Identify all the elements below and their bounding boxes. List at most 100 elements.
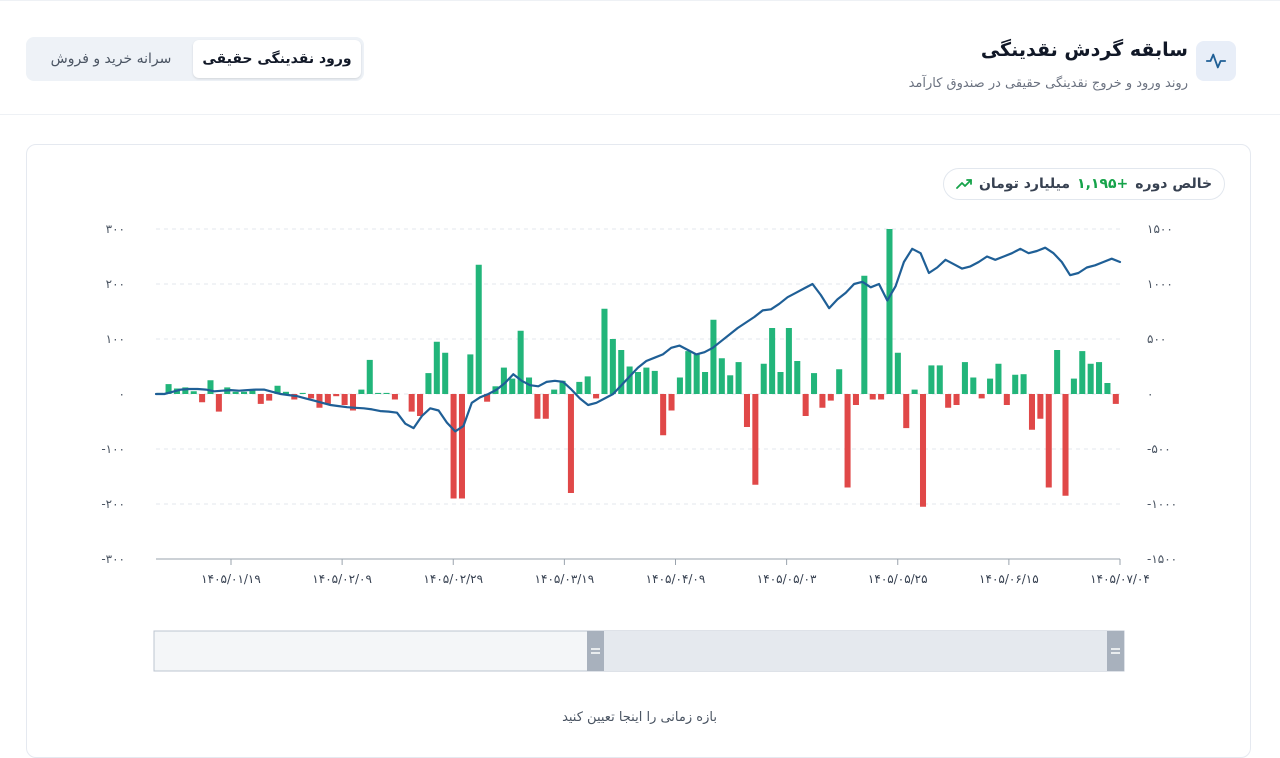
trending-up-icon [956, 179, 972, 189]
chart-bar [274, 385, 281, 394]
chart-bar [450, 394, 457, 499]
net-period-label: خالص دوره [1135, 176, 1213, 192]
chart-bar [936, 365, 943, 394]
chart-bar [710, 319, 717, 394]
y-tick-label: ۲۰۰ [106, 277, 125, 291]
chart-bar [609, 339, 616, 394]
range-handle-left[interactable] [587, 631, 604, 671]
x-tick-label: ۱۴۰۵/۰۲/۰۹ [312, 572, 372, 586]
axes: ۳۰۰ ۱۵۰۰ ۲۰۰ ۱۰۰۰ ۱۰۰ ۵۰۰ ۰ ۰ -۱۰۰ -۵۰۰ -۲۰۰ -۱۰۰۰ -… [101, 222, 1177, 586]
chart-bar [282, 391, 289, 394]
y2-tick-label: -۱۵۰۰ [1147, 552, 1177, 566]
chart-bar [735, 362, 742, 394]
line-series [154, 246, 1122, 433]
x-tick-label: ۱۴۰۵/۰۶/۱۵ [979, 572, 1039, 586]
chart-bar [702, 372, 709, 394]
chart-bar [752, 394, 759, 485]
chart-bar [945, 394, 952, 408]
net-period-value: +۱,۱۹۵ [1077, 176, 1129, 192]
x-tick-label: ۱۴۰۵/۰۵/۰۳ [757, 572, 817, 586]
view-toggle: ورود نقدینگی حقیقی سرانه خرید و فروش [26, 37, 364, 81]
chart-bar [794, 361, 801, 394]
x-tick-label: ۱۴۰۵/۰۱/۱۹ [201, 572, 261, 586]
activity-pulse-icon [1196, 41, 1236, 81]
chart-bar [240, 391, 248, 394]
tab-real-liquidity-inflow[interactable]: ورود نقدینگی حقیقی [193, 40, 361, 78]
chart-bar [1096, 362, 1103, 394]
chart-bar [802, 394, 809, 416]
chart-bar [383, 392, 390, 394]
y2-tick-label: ۰ [1147, 387, 1153, 401]
chart-bar [534, 394, 541, 419]
chart-bar [316, 394, 323, 408]
chart-bar [433, 341, 440, 394]
chart-bar [324, 394, 331, 404]
chart-bar [769, 328, 776, 394]
chart-bar [190, 391, 197, 394]
net-period-badge: خالص دوره +۱,۱۹۵ میلیارد تومان [943, 168, 1225, 200]
liquidity-chart: ۳۰۰ ۱۵۰۰ ۲۰۰ ۱۰۰۰ ۱۰۰ ۵۰۰ ۰ ۰ -۱۰۰ -۵۰۰ -۲۰۰ -۱۰۰۰ -… [101, 222, 1177, 672]
chart-bar [165, 384, 172, 394]
chart-bar [366, 359, 373, 394]
chart-bar [785, 328, 792, 394]
range-handle-right[interactable] [1107, 631, 1124, 671]
chart-bar [693, 354, 700, 394]
chart-bar [718, 358, 725, 394]
y2-tick-label: -۱۰۰۰ [1147, 497, 1177, 511]
chart-bar [1070, 378, 1077, 394]
y2-tick-label: ۱۰۰۰ [1147, 277, 1173, 291]
chart-bar [978, 394, 985, 399]
tab-per-capita-trade[interactable]: سرانه خرید و فروش [50, 51, 172, 67]
chart-bar [1028, 394, 1036, 430]
cumulative-line [154, 246, 1122, 433]
chart-bar [777, 372, 784, 394]
page-subtitle: روند ورود و خروج نقدینگی حقیقی در صندوق … [908, 76, 1188, 91]
chart-bar [458, 394, 465, 499]
y2-tick-label: -۵۰۰ [1147, 442, 1171, 456]
chart-bar [919, 394, 927, 507]
chart-bar [861, 275, 868, 394]
chart-bar [391, 394, 398, 400]
chart-bar [1003, 394, 1010, 405]
chart-bar [869, 394, 876, 400]
chart-bar [215, 394, 222, 412]
chart-bar [584, 376, 591, 394]
chart-bar [1062, 394, 1069, 496]
chart-bar [961, 362, 968, 394]
chart-bar [1054, 350, 1061, 394]
chart-bar [475, 264, 482, 394]
y-tick-label: -۲۰۰ [101, 497, 125, 511]
range-selector-window[interactable] [595, 631, 1112, 671]
chart-bar [417, 394, 424, 416]
y-tick-label: -۱۰۰ [101, 442, 125, 456]
chart-bar [358, 389, 365, 394]
chart-bar [811, 373, 818, 394]
chart-bar [442, 352, 449, 394]
chart-bar [249, 389, 256, 394]
chart-bar [911, 389, 918, 394]
x-tick-label: ۱۴۰۵/۰۵/۲۵ [868, 572, 928, 586]
chart-bar [626, 366, 633, 394]
chart-bar [484, 394, 491, 402]
x-tick-label: ۱۴۰۵/۰۷/۰۴ [1090, 572, 1150, 586]
page-title: سابقه گردش نقدینگی [980, 39, 1188, 61]
chart-bar [844, 394, 851, 488]
chart-bar [232, 391, 239, 394]
chart-bar [878, 394, 885, 400]
chart-bar [551, 389, 558, 394]
chart-bar [207, 380, 214, 394]
y-tick-label: ۱۰۰ [106, 332, 125, 346]
chart-bar [349, 394, 357, 411]
chart-bar [559, 380, 566, 394]
chart-bar [333, 394, 340, 397]
chart-bar [1079, 351, 1086, 394]
chart-bar [970, 377, 977, 394]
chart-bar [308, 394, 315, 399]
chart-bar [266, 394, 273, 401]
chart-bar [995, 363, 1002, 394]
y-tick-label: ۰ [119, 387, 125, 401]
chart-bar [593, 394, 600, 399]
y-tick-label: ۳۰۰ [106, 222, 125, 236]
chart-bar [1012, 374, 1019, 394]
